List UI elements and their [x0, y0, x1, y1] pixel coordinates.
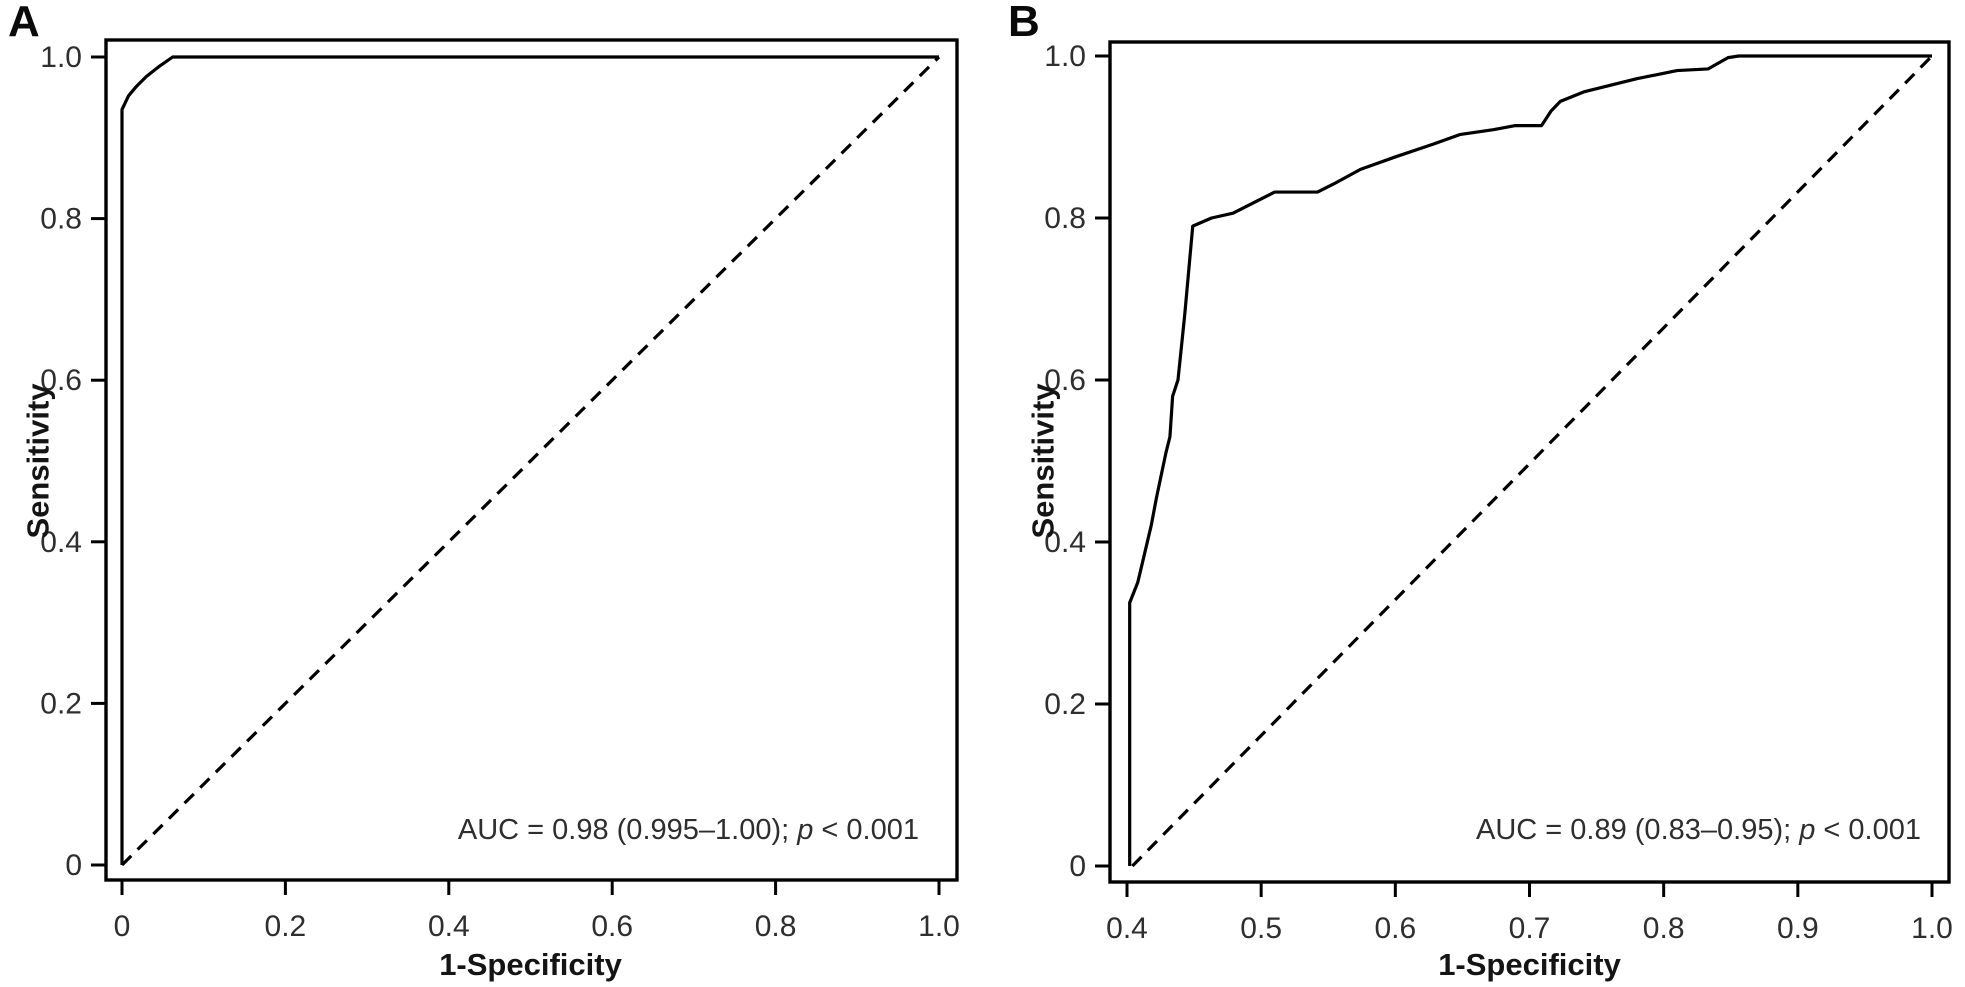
y-axis-title-a: Sensitivity	[20, 383, 56, 539]
x-tick-label: 0.2	[265, 910, 307, 943]
y-tick-label: 0.8	[40, 203, 82, 236]
y-tick-label: 0.4	[40, 526, 82, 559]
x-tick-label: 0.4	[428, 910, 470, 943]
auc-text-a: AUC = 0.98 (0.995–1.00);	[457, 814, 798, 846]
x-tick-label: 0.8	[755, 910, 797, 943]
roc-plot-a: 0 0.2 0.4 0.6 0.8 1.0 0 0.2 0.4 0.6 0.8 1.0	[40, 38, 960, 943]
auc-text-b: AUC = 0.89 (0.83–0.95);	[1476, 814, 1800, 846]
y-axis-title-b: Sensitivity	[1025, 383, 1061, 539]
x-tick-label: 1.0	[1911, 912, 1953, 945]
y-tick-label: 0.8	[1044, 202, 1086, 235]
panel-label-a: A	[8, 0, 40, 46]
auc-annotation-b: AUC = 0.89 (0.83–0.95); p < 0.001	[1476, 812, 1921, 848]
x-tick-label: 1.0	[918, 910, 960, 943]
x-tick-label: 0.7	[1509, 912, 1551, 945]
x-tick-label: 0.9	[1777, 912, 1819, 945]
roc-panel-b: 0.4 0.5 0.6 0.7 0.8 0.9 1.0 0 0.2 0.4 0.6 0.8 1.0 B …	[983, 0, 1965, 987]
plot-frame	[104, 38, 959, 882]
x-axis-title-b: 1-Specificity	[1438, 947, 1621, 982]
panel-label-b: B	[1008, 0, 1040, 46]
y-tick-label: 0.6	[40, 364, 82, 397]
x-tick-label: 0.6	[1374, 912, 1416, 945]
x-tick-label: 0.5	[1240, 912, 1282, 945]
x-axis-title-a: 1-Specificity	[439, 947, 622, 982]
p-value-text-b: < 0.001	[1815, 814, 1921, 846]
x-tick-label: 0.4	[1106, 912, 1148, 945]
p-symbol-a: p	[797, 814, 814, 846]
x-tick-label: 0.6	[591, 910, 633, 943]
roc-plot-b: 0.4 0.5 0.6 0.7 0.8 0.9 1.0 0 0.2 0.4 0.6 0.8 1.0	[1044, 40, 1953, 945]
chance-diagonal-line	[1131, 54, 1934, 868]
y-tick-label: 1.0	[1044, 40, 1086, 73]
chance-diagonal-line	[120, 55, 941, 867]
y-tick-label: 0.2	[1044, 688, 1086, 721]
y-tick-label: 0.2	[40, 687, 82, 720]
y-tick-label: 0	[65, 849, 82, 882]
x-tick-label: 0.8	[1643, 912, 1685, 945]
y-tick-label: 1.0	[40, 41, 82, 74]
p-symbol-b: p	[1799, 814, 1816, 846]
roc-panel-a: 0 0.2 0.4 0.6 0.8 1.0 0 0.2 0.4 0.6 0.8 1.0 A 1-Spe…	[0, 0, 982, 987]
x-tick-label: 0	[114, 910, 131, 943]
y-tick-label: 0.4	[1044, 526, 1086, 559]
plot-frame	[1108, 40, 1951, 884]
y-tick-label: 0.6	[1044, 364, 1086, 397]
auc-annotation-a: AUC = 0.98 (0.995–1.00); p < 0.001	[458, 812, 919, 848]
y-tick-label: 0	[1069, 850, 1086, 883]
p-value-text-a: < 0.001	[813, 814, 919, 846]
roc-curve	[120, 55, 939, 865]
roc-curve	[1128, 54, 1932, 866]
